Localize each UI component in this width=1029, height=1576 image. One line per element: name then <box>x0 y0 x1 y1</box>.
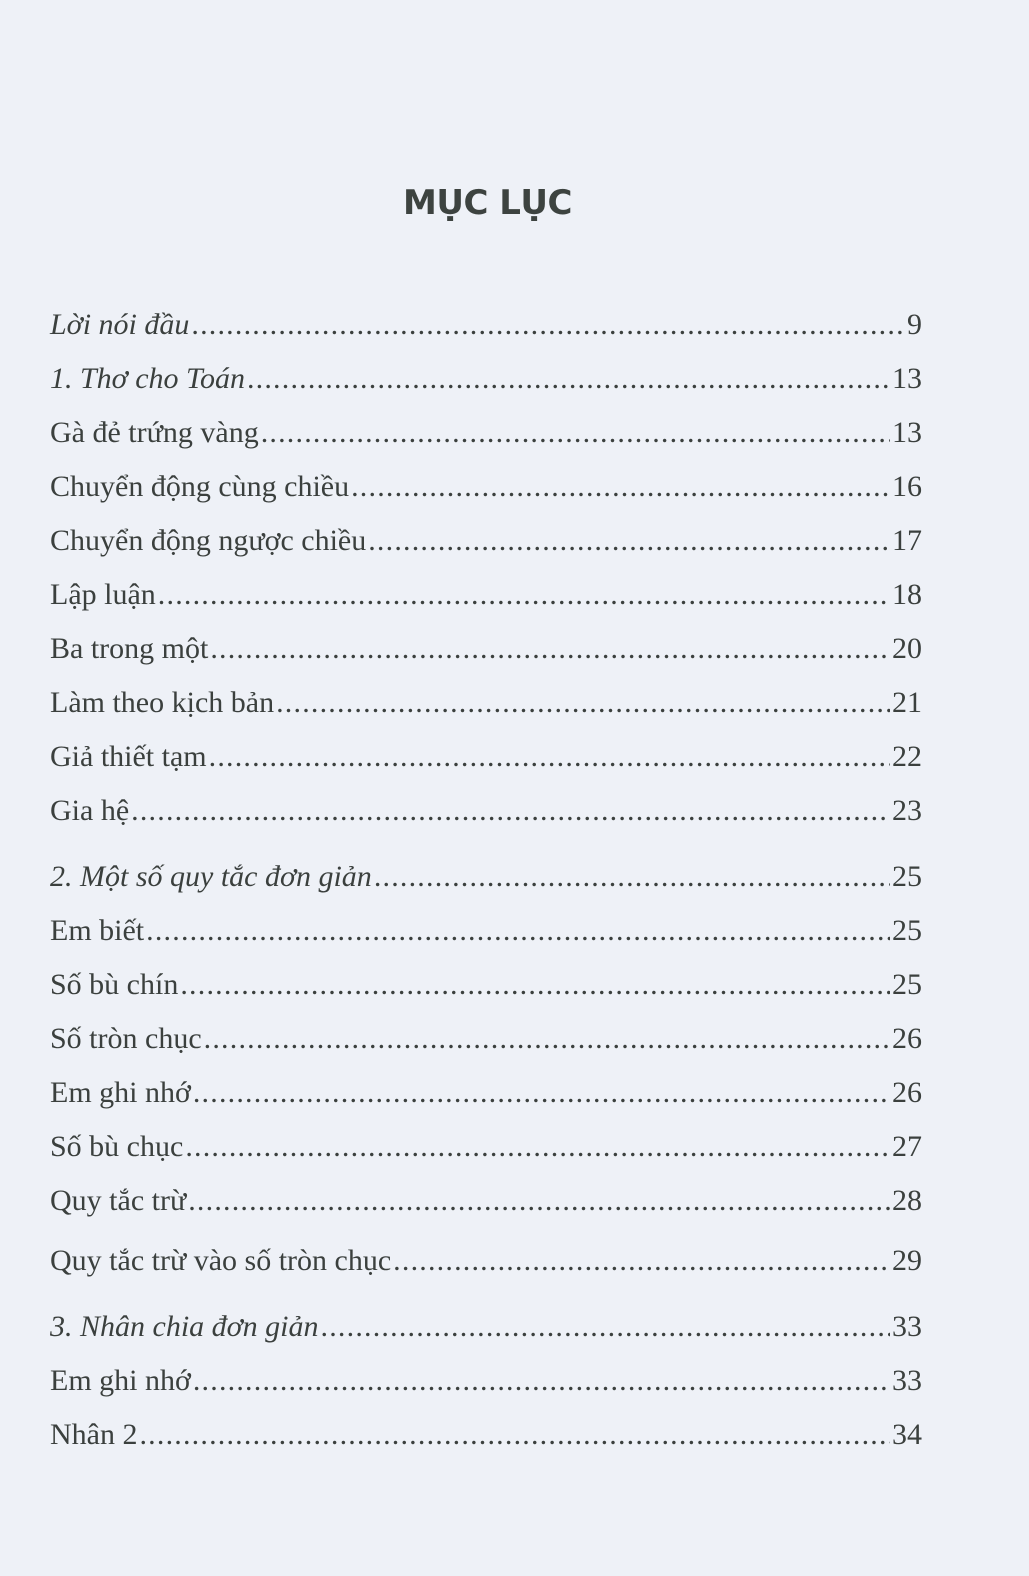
toc-entry: Ba trong một 20 <box>50 629 922 669</box>
toc-entry-label: Số bù chục <box>50 1130 184 1163</box>
toc-entry-label: Ba trong một <box>50 632 209 665</box>
toc-entry-label: Làm theo kịch bản <box>50 686 275 719</box>
toc-entry-page: 26 <box>892 1076 922 1109</box>
toc-entry: Quy tắc trừ vào số tròn chục 29 <box>50 1241 922 1281</box>
toc-entry: Số bù chín 25 <box>50 965 922 1005</box>
toc-entry-label: Quy tắc trừ vào số tròn chục <box>50 1244 392 1277</box>
dot-leader <box>261 413 890 453</box>
dot-leader <box>193 1073 890 1113</box>
dot-leader <box>204 1019 890 1059</box>
toc-entry-page: 22 <box>892 740 922 773</box>
toc-entry: 3. Nhân chia đơn giản 33 <box>50 1307 922 1347</box>
toc-entry-label: Em biết <box>50 914 145 947</box>
toc-entry-page: 27 <box>892 1130 922 1163</box>
toc-entry-page: 21 <box>892 686 922 719</box>
toc-entry: 1. Thơ cho Toán 13 <box>50 359 922 399</box>
toc-entry-page: 33 <box>892 1310 922 1343</box>
toc-entry-page: 25 <box>892 914 922 947</box>
dot-leader <box>210 629 890 669</box>
dot-leader <box>191 305 905 345</box>
toc-entry: Lời nói đầu 9 <box>50 305 922 345</box>
dot-leader <box>247 359 890 399</box>
dot-leader <box>209 737 890 777</box>
toc-entry-label: Em ghi nhớ <box>50 1076 191 1109</box>
toc-entry-label: Gia hệ <box>50 794 130 827</box>
dot-leader <box>146 911 890 951</box>
dot-leader <box>139 1415 890 1455</box>
toc-entry: Quy tắc trừ 28 <box>50 1181 922 1221</box>
toc-entry-label: Quy tắc trừ <box>50 1184 187 1217</box>
toc-entry-label: 2. Một số quy tắc đơn giản <box>50 860 372 893</box>
toc-entry-page: 28 <box>892 1184 922 1217</box>
toc-entry-page: 29 <box>892 1244 922 1277</box>
toc-entry-label: Chuyển động ngược chiều <box>50 524 367 557</box>
toc-entry-label: 1. Thơ cho Toán <box>50 362 245 395</box>
toc-entry-label: 3. Nhân chia đơn giản <box>50 1310 319 1343</box>
toc-entry-page: 34 <box>892 1418 922 1451</box>
dot-leader <box>368 521 890 561</box>
dot-leader <box>131 791 890 831</box>
page-title: MỤC LỤC <box>403 183 572 223</box>
toc-entry-page: 25 <box>892 968 922 1001</box>
toc-entry-page: 13 <box>892 416 922 449</box>
dot-leader <box>374 857 890 897</box>
toc-entry-label: Lập luận <box>50 578 156 611</box>
toc-entry-page: 26 <box>892 1022 922 1055</box>
toc-entry: Chuyển động ngược chiều 17 <box>50 521 922 561</box>
dot-leader <box>393 1241 890 1281</box>
dot-leader <box>321 1307 890 1347</box>
toc-entry: Gà đẻ trứng vàng 13 <box>50 413 922 453</box>
dot-leader <box>193 1361 890 1401</box>
toc-entry: Giả thiết tạm 22 <box>50 737 922 777</box>
toc-entry-page: 33 <box>892 1364 922 1397</box>
toc-entry-label: Em ghi nhớ <box>50 1364 191 1397</box>
toc-entry-label: Gà đẻ trứng vàng <box>50 416 259 449</box>
toc-entry: Em ghi nhớ 33 <box>50 1361 922 1401</box>
toc-entry-label: Lời nói đầu <box>50 308 190 341</box>
toc-entry-page: 25 <box>892 860 922 893</box>
toc-entry: Số bù chục 27 <box>50 1127 922 1167</box>
toc-entry-page: 20 <box>892 632 922 665</box>
toc-entry-page: 23 <box>892 794 922 827</box>
toc-entry: 2. Một số quy tắc đơn giản 25 <box>50 857 922 897</box>
toc-entry-page: 17 <box>892 524 922 557</box>
toc-entry-page: 13 <box>892 362 922 395</box>
toc-entry-page: 9 <box>907 308 922 341</box>
toc-entry: Em biết 25 <box>50 911 922 951</box>
dot-leader <box>188 1181 890 1221</box>
dot-leader <box>276 683 890 723</box>
toc-entry: Em ghi nhớ 26 <box>50 1073 922 1113</box>
toc-entry: Làm theo kịch bản 21 <box>50 683 922 723</box>
toc-entry: Số tròn chục 26 <box>50 1019 922 1059</box>
toc-entry: Chuyển động cùng chiều 16 <box>50 467 922 507</box>
dot-leader <box>180 965 890 1005</box>
toc-entry-label: Số bù chín <box>50 968 179 1001</box>
toc-entry-page: 16 <box>892 470 922 503</box>
dot-leader <box>351 467 890 507</box>
toc-entry: Nhân 2 34 <box>50 1415 922 1455</box>
toc-entry: Lập luận 18 <box>50 575 922 615</box>
toc-entry-label: Số tròn chục <box>50 1022 202 1055</box>
toc-entry: Gia hệ 23 <box>50 791 922 831</box>
dot-leader <box>185 1127 890 1167</box>
toc-entry-label: Nhân 2 <box>50 1418 138 1451</box>
toc-entry-label: Chuyển động cùng chiều <box>50 470 350 503</box>
toc-entry-label: Giả thiết tạm <box>50 740 207 773</box>
toc-entry-page: 18 <box>892 578 922 611</box>
dot-leader <box>158 575 890 615</box>
